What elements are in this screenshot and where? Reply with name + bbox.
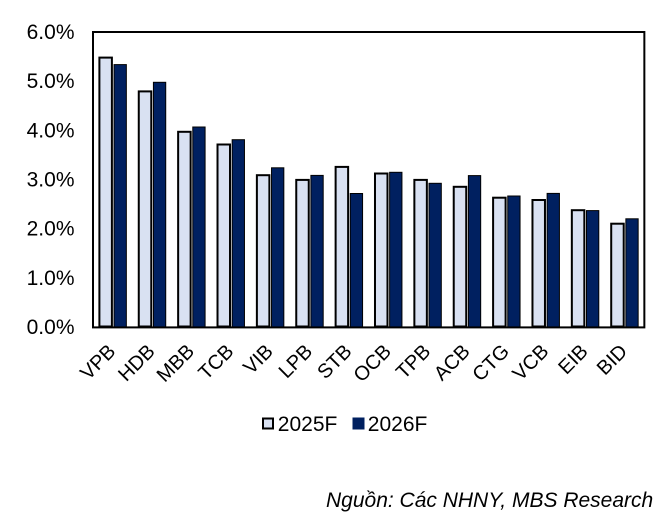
svg-text:5.0%: 5.0% <box>27 70 75 93</box>
svg-text:2.0%: 2.0% <box>27 218 75 241</box>
svg-text:2025F: 2025F <box>278 413 338 436</box>
svg-text:Nguồn: Các NHNY, MBS Research: Nguồn: Các NHNY, MBS Research <box>326 489 653 512</box>
svg-text:2026F: 2026F <box>368 413 428 436</box>
svg-text:6.0%: 6.0% <box>27 21 75 44</box>
svg-text:0.0%: 0.0% <box>27 316 75 339</box>
svg-text:1.0%: 1.0% <box>27 267 75 290</box>
svg-text:4.0%: 4.0% <box>27 119 75 142</box>
svg-text:3.0%: 3.0% <box>27 169 75 192</box>
